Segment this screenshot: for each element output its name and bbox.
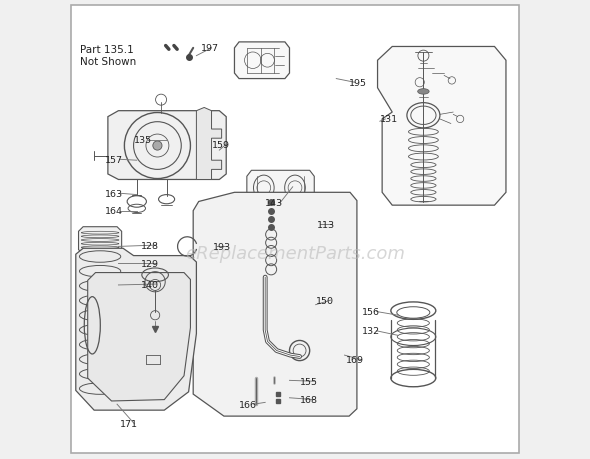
Text: 150: 150 [316,296,333,305]
Text: Part 135.1
Not Shown: Part 135.1 Not Shown [80,45,137,67]
Text: 135: 135 [133,136,152,145]
Text: 168: 168 [300,395,317,404]
Text: eReplacementParts.com: eReplacementParts.com [185,244,405,262]
Polygon shape [378,47,506,206]
Circle shape [153,142,162,151]
Text: 132: 132 [362,327,379,336]
Text: 113: 113 [317,220,335,230]
Text: 163: 163 [104,189,123,198]
Polygon shape [108,112,226,180]
Text: 140: 140 [142,280,159,289]
Polygon shape [193,193,357,416]
Text: 195: 195 [349,78,367,88]
Text: 128: 128 [142,241,159,250]
Text: 193: 193 [212,242,231,252]
Polygon shape [76,249,196,410]
Text: 197: 197 [201,44,219,53]
Polygon shape [196,108,222,180]
Text: 169: 169 [346,355,365,364]
Text: 166: 166 [239,400,257,409]
Polygon shape [234,43,290,79]
Polygon shape [88,273,191,401]
Polygon shape [247,171,314,206]
Text: 164: 164 [104,207,123,216]
FancyBboxPatch shape [71,6,519,453]
Text: 129: 129 [142,259,159,269]
Text: 131: 131 [380,115,398,124]
Text: 143: 143 [265,198,283,207]
Text: 156: 156 [362,308,379,316]
Text: 159: 159 [212,140,230,149]
Polygon shape [78,227,122,255]
Ellipse shape [418,90,429,95]
Text: 171: 171 [120,420,138,428]
Text: 155: 155 [300,377,317,386]
Text: 157: 157 [104,156,123,164]
